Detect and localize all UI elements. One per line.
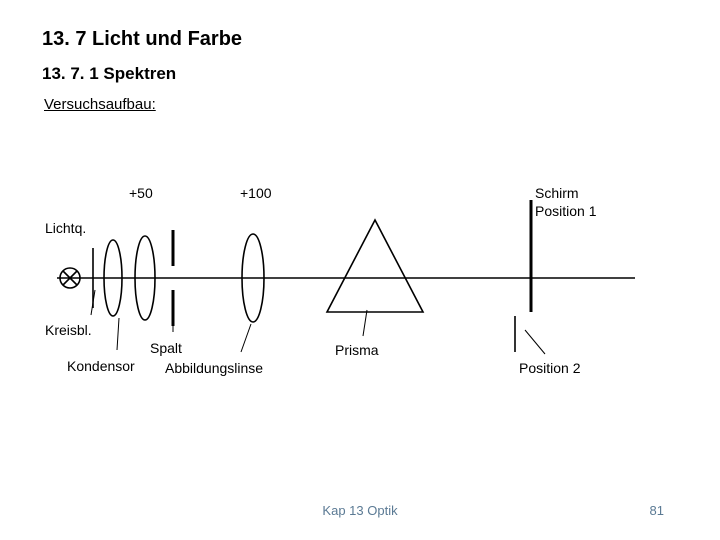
label-abbildungslinse: Abbildungslinse [165, 360, 263, 376]
optics-diagram: Lichtq. Kreisbl. Kondensor +50 Spalt Abb… [45, 160, 655, 390]
label-position2: Position 2 [519, 360, 580, 376]
label-kreisbl: Kreisbl. [45, 322, 92, 338]
label-plus50: +50 [129, 185, 153, 201]
label-schirm: Schirm [535, 185, 579, 201]
label-position1: Position 1 [535, 203, 596, 219]
label-lichtq: Lichtq. [45, 220, 86, 236]
page-number: 81 [650, 503, 664, 518]
section-heading: 13. 7 Licht und Farbe [42, 28, 242, 51]
label-prisma: Prisma [335, 342, 379, 358]
label-kondensor: Kondensor [67, 358, 135, 374]
label-spalt: Spalt [150, 340, 182, 356]
subsection-heading: 13. 7. 1 Spektren [42, 64, 176, 84]
label-plus100: +100 [240, 185, 272, 201]
paragraph-label: Versuchsaufbau: [44, 96, 156, 113]
footer-chapter: Kap 13 Optik [322, 503, 397, 518]
